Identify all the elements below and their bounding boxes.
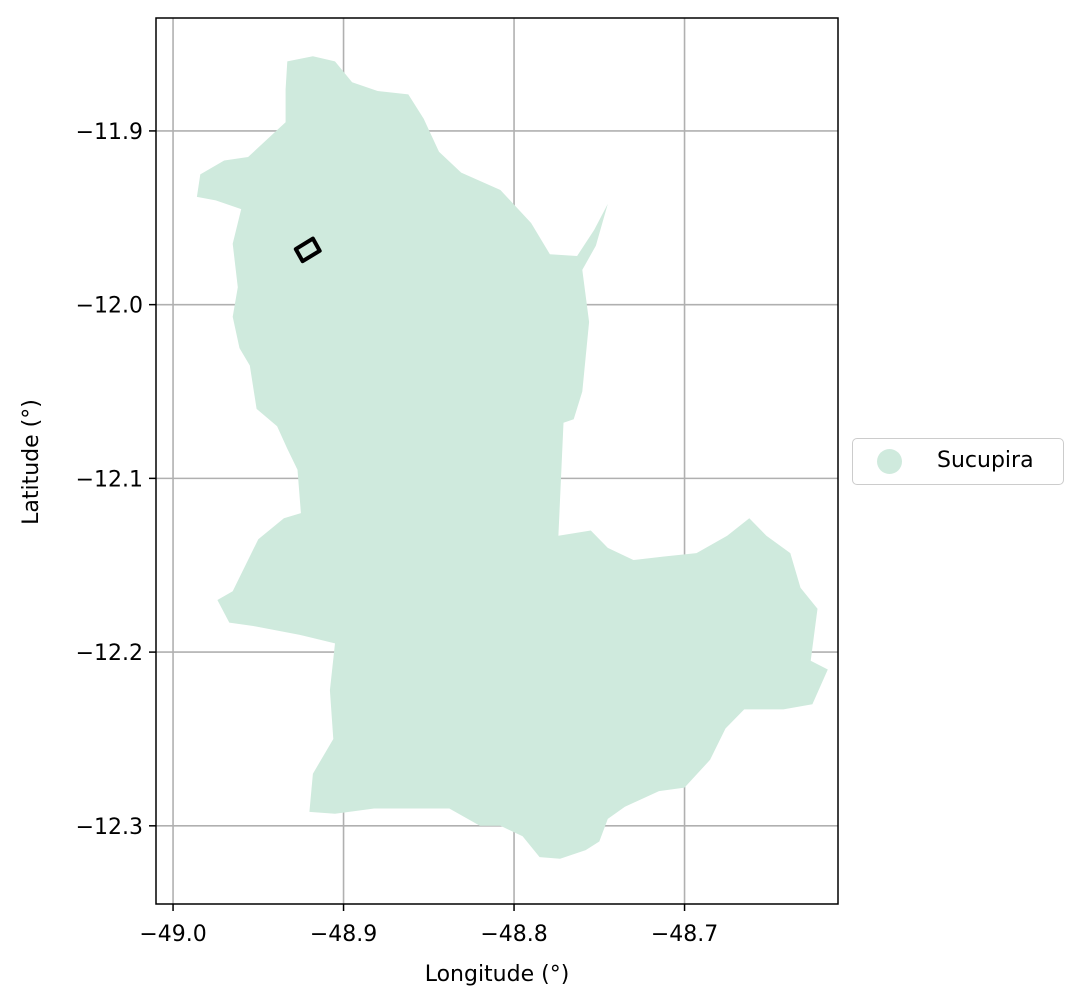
legend-label: Sucupira xyxy=(937,448,1034,473)
y-tick-label: −12.3 xyxy=(76,815,143,840)
axis-ticks: −49.0 −48.9 −48.8 −48.7 −11.9 −12.0 −12.1 −12.2… xyxy=(76,120,719,947)
y-tick-label: −12.2 xyxy=(76,641,143,666)
y-axis-label: Latitude (°) xyxy=(19,399,44,525)
x-tick-label: −48.7 xyxy=(651,922,718,947)
x-tick-label: −49.0 xyxy=(139,922,206,947)
y-tick-label: −11.9 xyxy=(76,120,143,145)
x-tick-label: −48.9 xyxy=(310,922,377,947)
legend: Sucupira xyxy=(852,438,1064,485)
y-tick-label: −12.1 xyxy=(76,467,143,492)
x-axis-label: Longitude (°) xyxy=(425,962,570,987)
y-tick-label: −12.0 xyxy=(76,294,143,319)
site-marker-box xyxy=(293,236,322,264)
plot-frame xyxy=(155,17,839,905)
legend-marker-icon xyxy=(877,449,902,474)
x-tick-label: −48.8 xyxy=(480,922,547,947)
region-sucupira xyxy=(196,56,828,859)
